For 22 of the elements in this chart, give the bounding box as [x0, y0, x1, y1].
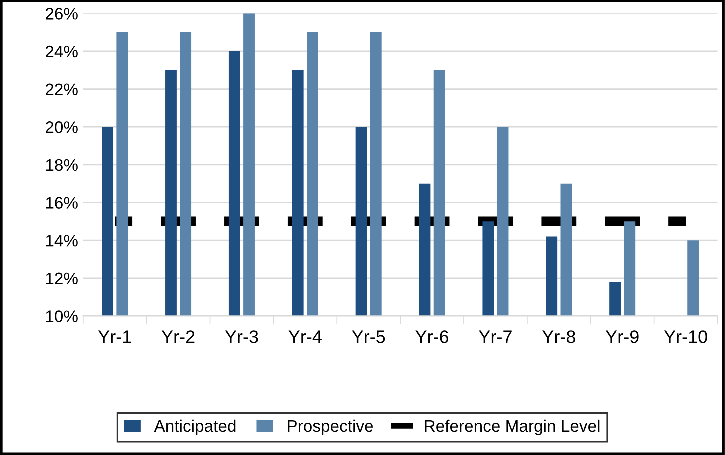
legend-label: Prospective: [288, 420, 374, 436]
x-tick-label: Yr-8: [542, 330, 576, 344]
x-tick-label: Yr-9: [606, 330, 639, 344]
y-tick-label: 16%: [46, 197, 78, 209]
x-tick-label: Yr-10: [664, 330, 708, 344]
x-tick-label: Yr-7: [479, 330, 512, 344]
x-tick-label: Yr-6: [416, 330, 449, 344]
y-tick-label: 20%: [46, 122, 78, 134]
y-tick-label: 22%: [46, 84, 78, 96]
legend-label: Anticipated: [154, 420, 236, 436]
x-tick-label: Yr-3: [225, 330, 258, 344]
x-tick-label: Yr-1: [98, 330, 132, 344]
y-tick-label: 24%: [46, 46, 78, 58]
y-tick-label: 10%: [46, 310, 78, 322]
y-tick-label: 26%: [46, 8, 78, 20]
x-tick-label: Yr-5: [352, 330, 386, 344]
y-tick-label: 18%: [46, 159, 78, 172]
y-tick-label: 12%: [46, 272, 78, 285]
y-tick-label: 14%: [46, 235, 78, 247]
legend-label: Reference Margin Level: [425, 420, 600, 436]
x-tick-label: Yr-2: [162, 330, 195, 344]
x-tick-label: Yr-4: [288, 330, 322, 344]
